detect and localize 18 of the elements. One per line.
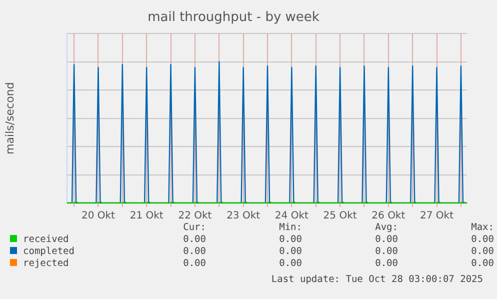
x-tick-label: 22 Okt — [178, 210, 212, 222]
text: 0.00 0.00 0.00 0.00 — [183, 258, 494, 269]
text: 0.00 0.00 0.00 0.00 — [183, 246, 494, 257]
x-tick-label: 26 Okt — [372, 210, 406, 222]
x-tick-label: 24 Okt — [274, 210, 308, 222]
x-tick-label: 25 Okt — [323, 210, 357, 222]
legend-label: completed — [22, 246, 76, 258]
text: Last update: Tue Oct 28 03:00:07 2025 — [271, 274, 483, 285]
legend-label: received — [22, 234, 70, 246]
y-axis-title: mails/second — [3, 82, 16, 154]
x-tick-label: 21 Okt — [130, 210, 164, 222]
x-tick-label: 23 Okt — [226, 210, 260, 222]
text: 0.00 0.00 0.00 0.00 — [183, 234, 494, 245]
x-tick-label: 20 Okt — [81, 210, 116, 222]
chart-title: mail throughput - by week — [148, 10, 320, 26]
text: Cur: Min: Avg: Max: — [183, 222, 494, 233]
legend-label: rejected — [22, 258, 70, 270]
x-tick-label: 27 Okt — [420, 210, 454, 222]
